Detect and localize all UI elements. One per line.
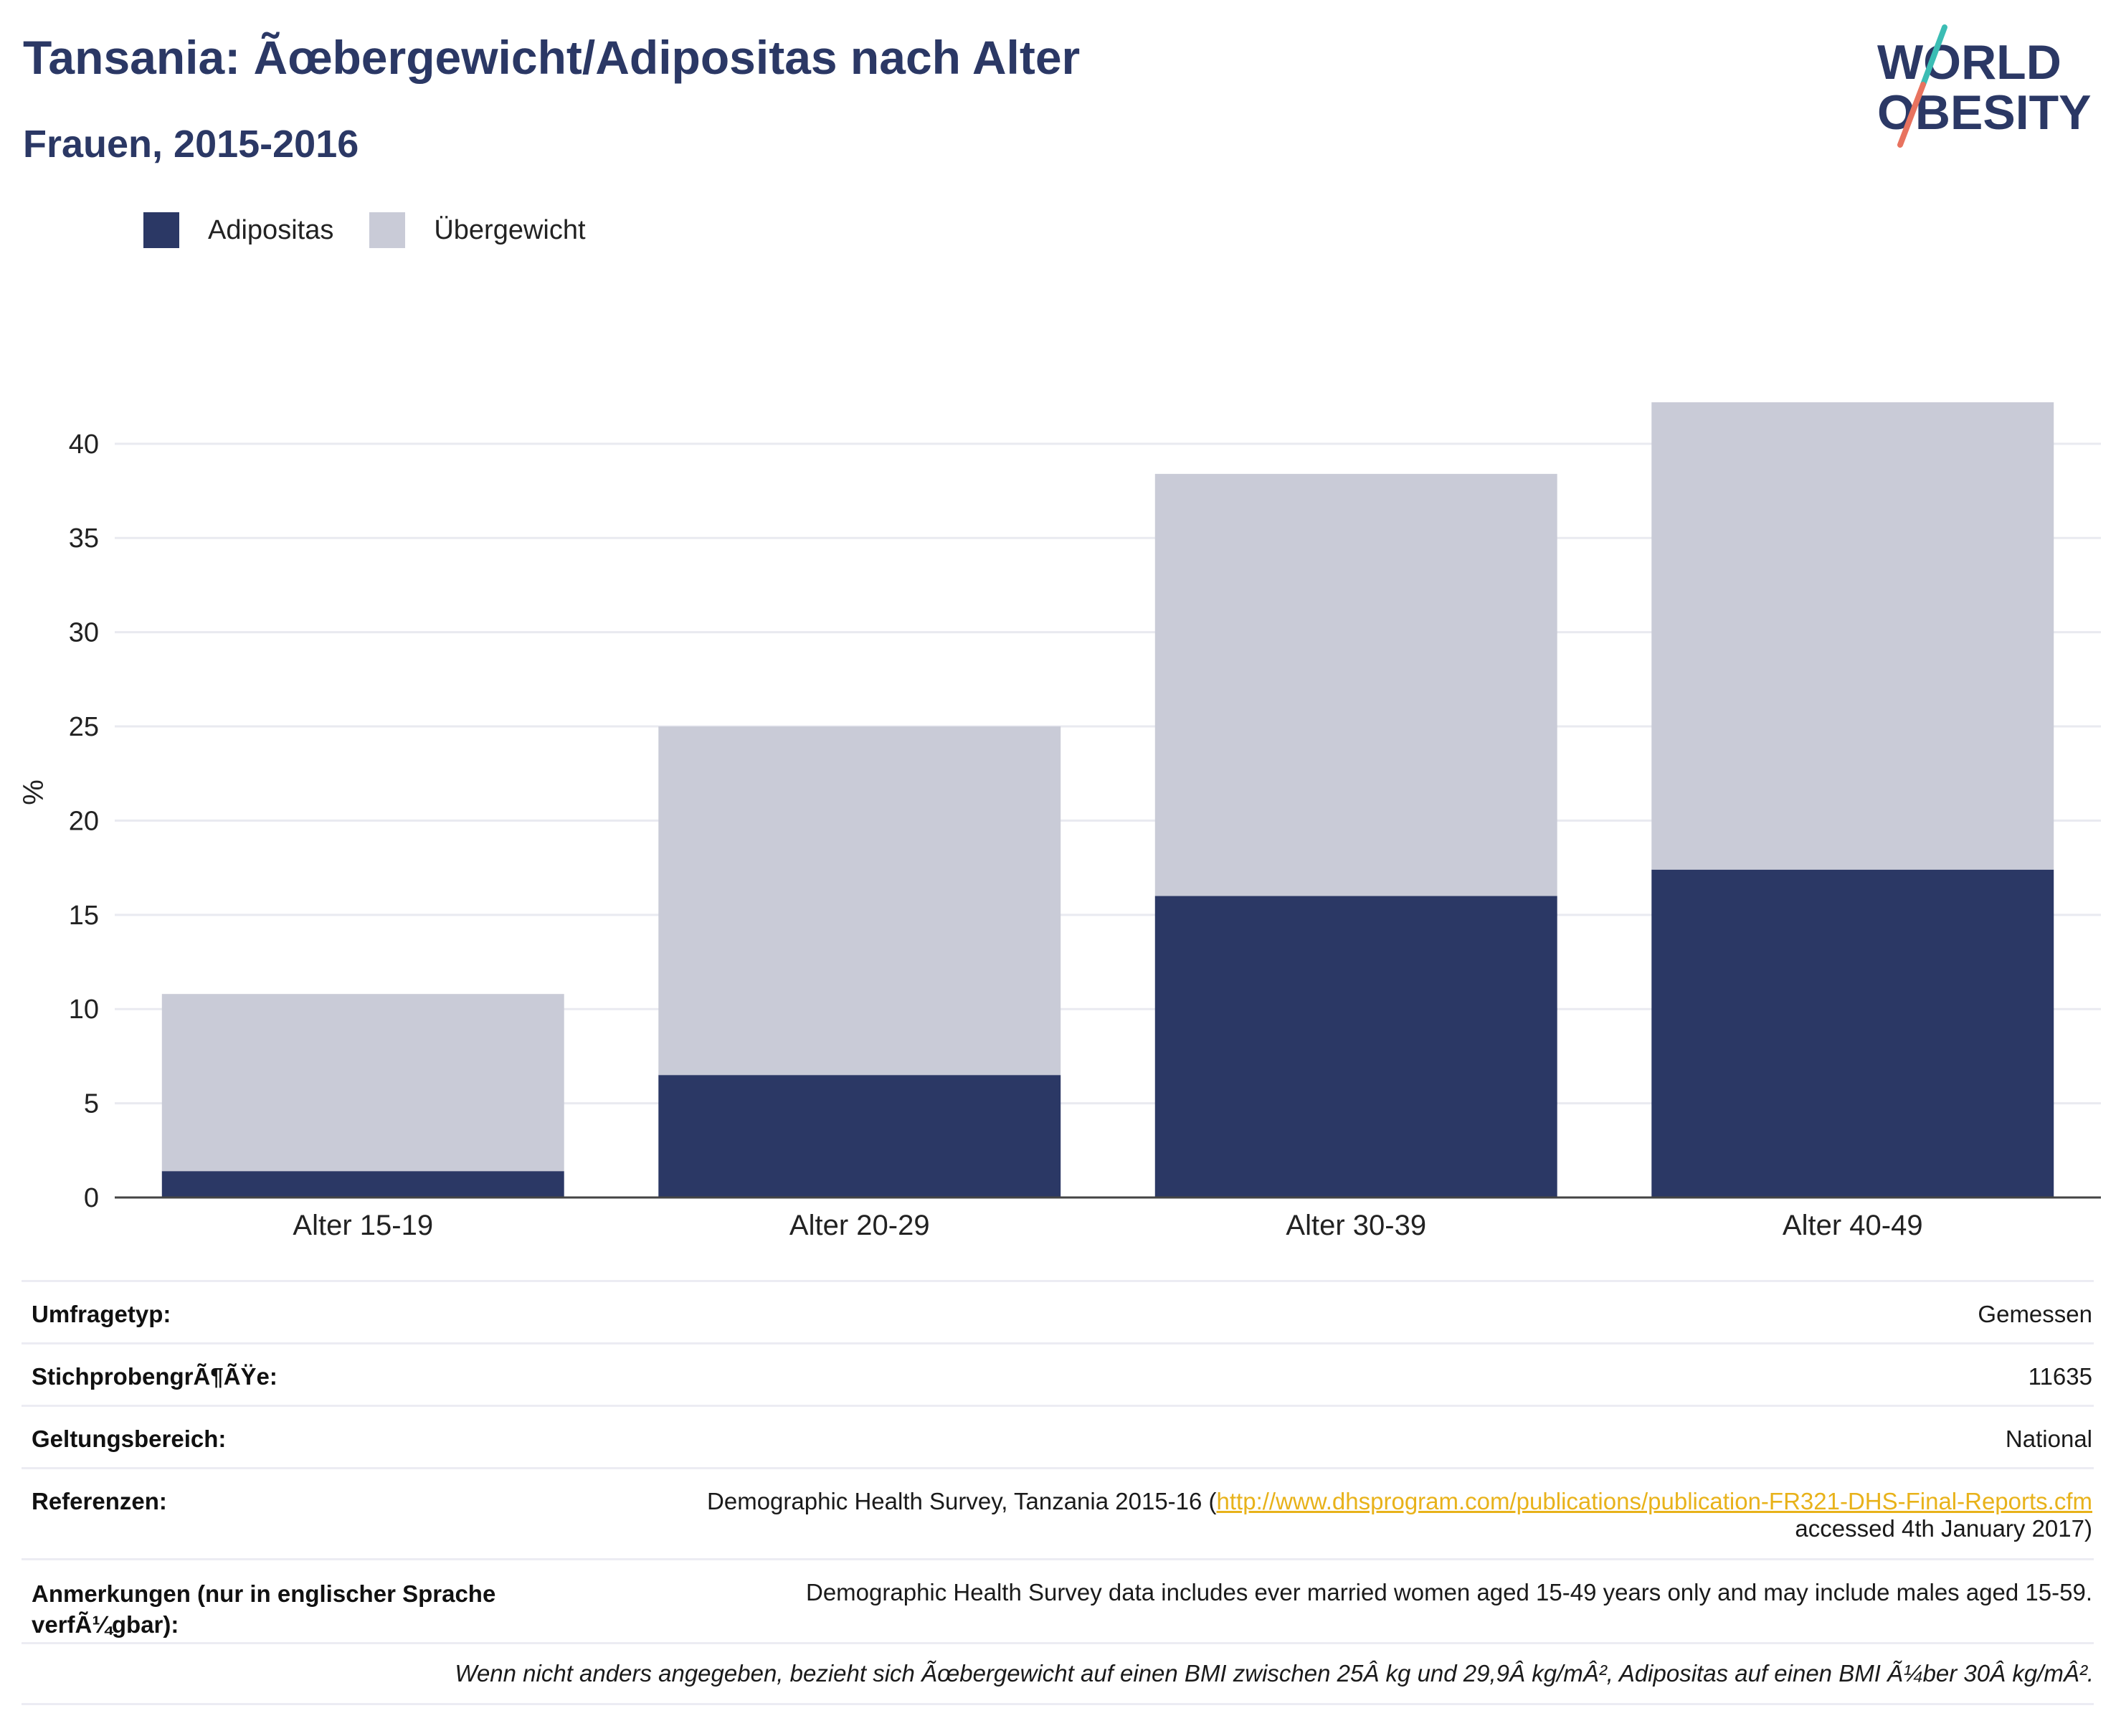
x-tick-label: Alter 30-39 — [1286, 1210, 1426, 1241]
y-tick-label: 5 — [84, 1089, 99, 1119]
y-tick-label: 30 — [69, 618, 99, 648]
logo-teal-slash — [1920, 24, 1947, 87]
x-tick-label: Alter 40-49 — [1783, 1210, 1923, 1241]
legend-label-overweight: Übergewicht — [434, 214, 586, 245]
meta-row-notes: Anmerkungen (nur in englischer Sprache v… — [22, 1558, 2094, 1651]
chart-title: Tansania: Ãœbergewicht/Adipositas nach A… — [23, 31, 1081, 84]
meta-row-survey-type: Umfragetyp: Gemessen — [22, 1280, 2094, 1342]
meta-key: Geltungsbereich: — [32, 1426, 227, 1452]
bar-overweight — [658, 726, 1061, 1076]
y-tick-label: 0 — [84, 1183, 99, 1213]
y-tick-label: 20 — [69, 806, 99, 836]
legend-swatch-obesity — [143, 212, 179, 248]
y-axis-label: % — [18, 779, 49, 805]
meta-value: Demographic Health Survey, Tanzania 2015… — [707, 1488, 2094, 1558]
legend-item-overweight[interactable]: Übergewicht — [369, 212, 586, 248]
world-obesity-logo: WORLD OBESITY — [1877, 24, 2092, 148]
meta-row-sample-size: StichprobengrÃ¶ÃŸe: 11635 — [22, 1342, 2094, 1405]
meta-row-references: Referenzen: Demographic Health Survey, T… — [22, 1467, 2094, 1558]
legend-item-obesity[interactable]: Adipositas — [143, 212, 333, 248]
logo-coral-slash — [1897, 82, 1926, 148]
y-tick-label: 15 — [69, 901, 99, 931]
meta-row-coverage: Geltungsbereich: National — [22, 1405, 2094, 1467]
y-tick-label: 25 — [69, 712, 99, 742]
meta-key: Referenzen: — [32, 1488, 167, 1514]
chart-subtitle: Frauen, 2015-2016 — [23, 123, 359, 166]
survey-metadata: Umfragetyp: Gemessen StichprobengrÃ¶ÃŸe:… — [22, 1280, 2094, 1651]
bar-obesity — [161, 1171, 564, 1197]
reference-link[interactable]: http://www.dhsprogram.com/publications/p… — [1216, 1488, 2092, 1514]
reference-accessed: accessed 4th January 2017) — [1795, 1515, 2092, 1542]
meta-value: 11635 — [2028, 1363, 2092, 1390]
chart-legend: Adipositas Übergewicht — [143, 212, 622, 248]
y-tick-label: 35 — [69, 523, 99, 554]
bar-obesity — [1651, 869, 2054, 1197]
x-tick-label: Alter 15-19 — [293, 1210, 433, 1241]
bar-overweight — [161, 994, 564, 1172]
meta-value: Demographic Health Survey data includes … — [806, 1579, 2092, 1605]
reference-text: Demographic Health Survey, Tanzania 2015… — [707, 1488, 1217, 1514]
bar-overweight — [1154, 473, 1557, 896]
bar-chart: 0 5 10 15 20 25 30 35 40% Alter 15-19 Alter 20-29 A… — [18, 402, 2101, 1241]
logo-line1: WORLD — [1877, 35, 2061, 90]
y-tick-label: 40 — [69, 430, 99, 460]
meta-value: National — [2005, 1426, 2092, 1452]
bar-obesity — [658, 1075, 1061, 1197]
bar-overweight — [1651, 402, 2054, 870]
y-tick-label: 10 — [69, 995, 99, 1025]
bar-obesity — [1154, 896, 1557, 1197]
legend-swatch-overweight — [369, 212, 406, 248]
meta-key: Umfragetyp: — [32, 1301, 171, 1327]
x-tick-label: Alter 20-29 — [789, 1210, 930, 1241]
bmi-footnote: Wenn nicht anders angegeben, bezieht sic… — [22, 1642, 2094, 1705]
legend-label-obesity: Adipositas — [208, 214, 334, 245]
logo-line2: OBESITY — [1877, 85, 2092, 140]
meta-key: Anmerkungen (nur in englischer Sprache v… — [32, 1580, 496, 1638]
meta-key: StichprobengrÃ¶ÃŸe: — [32, 1363, 277, 1390]
meta-value: Gemessen — [1978, 1301, 2092, 1327]
